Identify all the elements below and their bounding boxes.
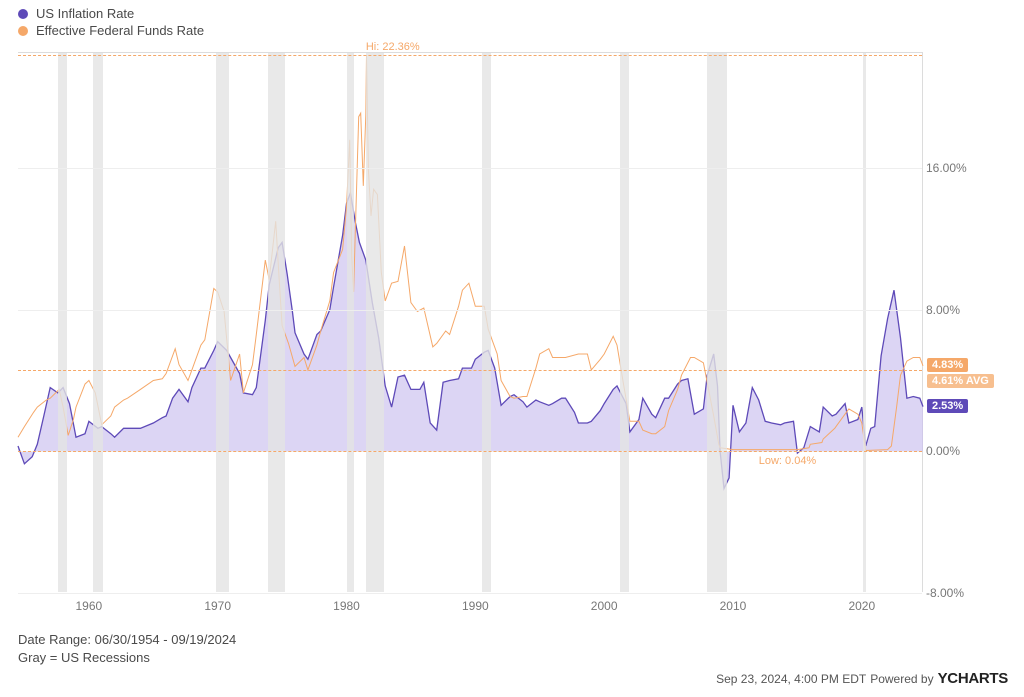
recession-band: [707, 53, 727, 592]
recession-band: [58, 53, 67, 592]
chart-footer-right: Sep 23, 2024, 4:00 PM EDT Powered by YCH…: [716, 670, 1008, 687]
y-axis-label: -8.00%: [926, 586, 974, 600]
y-axis-label: 16.00%: [926, 161, 974, 175]
x-axis-label: 2010: [720, 599, 747, 613]
x-axis-label: 1970: [204, 599, 231, 613]
y-axis-label: 0.00%: [926, 444, 974, 458]
timestamp-label: Sep 23, 2024, 4:00 PM EDT: [716, 672, 866, 686]
recession-band: [347, 53, 354, 592]
gridline: [18, 168, 922, 169]
inflation-area: [18, 193, 923, 489]
recession-note: Gray = US Recessions: [18, 649, 236, 667]
chart-svg: [18, 53, 923, 593]
chart-legend: US Inflation Rate Effective Federal Fund…: [18, 6, 204, 40]
recession-band: [216, 53, 229, 592]
hi-reference-line: [18, 55, 922, 56]
ycharts-logo: YCHARTS: [938, 670, 1008, 687]
gridline: [18, 310, 922, 311]
x-axis-label: 2000: [591, 599, 618, 613]
series-end-value-tag: 2.53%: [927, 399, 968, 413]
legend-item-inflation: US Inflation Rate: [18, 6, 204, 21]
x-axis-label: 1990: [462, 599, 489, 613]
hi-callout-label: Hi: 22.36%: [366, 41, 420, 53]
avg-reference-line: [18, 370, 922, 371]
low-reference-line: [18, 451, 922, 452]
x-axis-label: 1980: [333, 599, 360, 613]
recession-band: [620, 53, 629, 592]
x-axis-label: 2020: [848, 599, 875, 613]
recession-band: [268, 53, 285, 592]
chart-plot-area: -8.00%0.00%8.00%16.00%196019701980199020…: [18, 52, 923, 592]
recession-band: [863, 53, 866, 592]
gridline: [18, 593, 922, 594]
chart-footer-left: Date Range: 06/30/1954 - 09/19/2024 Gray…: [18, 631, 236, 667]
legend-label: Effective Federal Funds Rate: [36, 23, 204, 38]
legend-dot-icon: [18, 26, 28, 36]
powered-by-label: Powered by: [870, 672, 933, 686]
legend-item-fedfunds: Effective Federal Funds Rate: [18, 23, 204, 38]
legend-dot-icon: [18, 9, 28, 19]
recession-band: [482, 53, 490, 592]
y-axis-label: 8.00%: [926, 303, 974, 317]
legend-label: US Inflation Rate: [36, 6, 134, 21]
series-end-value-tag: 4.61% AVG: [927, 374, 994, 388]
low-callout-label: Low: 0.04%: [759, 455, 816, 467]
recession-band: [366, 53, 383, 592]
recession-band: [93, 53, 103, 592]
series-end-value-tag: 4.83%: [927, 358, 968, 372]
x-axis-label: 1960: [75, 599, 102, 613]
date-range-label: Date Range: 06/30/1954 - 09/19/2024: [18, 631, 236, 649]
